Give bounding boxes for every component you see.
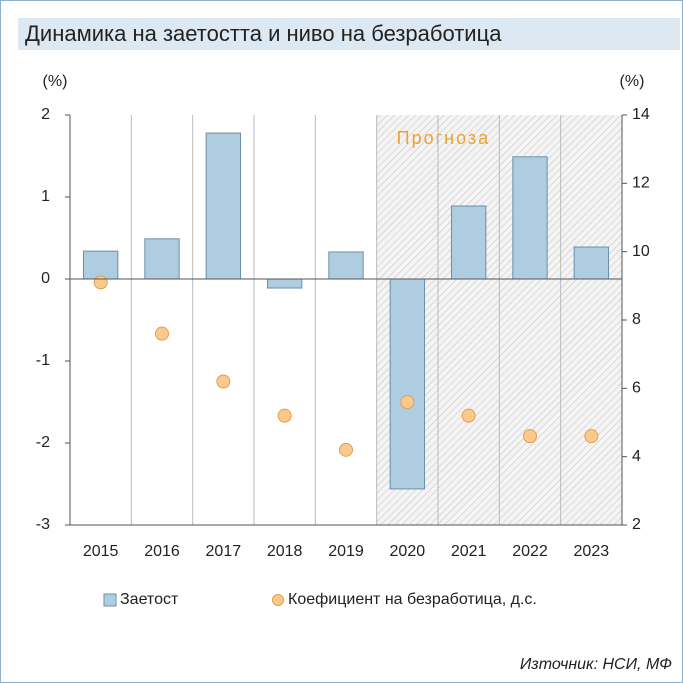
point — [216, 374, 231, 389]
point — [277, 408, 292, 423]
x-tick-label: 2019 — [328, 543, 364, 560]
bar — [82, 250, 119, 280]
y-tick-label: 1 — [41, 188, 50, 205]
bar — [266, 278, 303, 289]
bar — [512, 156, 548, 280]
point — [584, 429, 599, 444]
x-tick-label: 2016 — [144, 543, 180, 560]
bar — [389, 278, 426, 490]
point — [400, 395, 415, 409]
y2-tick-label: 8 — [632, 311, 641, 328]
y-tick-label: 0 — [41, 270, 50, 287]
bar — [450, 205, 487, 280]
y-axis-label: (%) — [43, 73, 68, 90]
y-tick-label: -1 — [36, 352, 50, 369]
y-tick-label: 2 — [41, 106, 50, 123]
x-tick-label: 2015 — [83, 543, 119, 560]
point — [523, 429, 537, 444]
y2-tick-label: 10 — [632, 243, 650, 260]
x-tick-label: 2021 — [451, 543, 487, 560]
point — [339, 442, 353, 457]
chart-title: Динамика на заетостта и ниво на безработ… — [25, 21, 502, 46]
y2-tick-label: 14 — [632, 106, 650, 123]
source: Източник: НСИ, МФ — [520, 656, 672, 673]
legend-label: Коефициент на безработица, д.с. — [288, 591, 537, 608]
point — [155, 326, 169, 341]
x-tick-label: 2022 — [512, 543, 548, 560]
bar — [573, 246, 610, 280]
bar — [205, 132, 242, 280]
annotation: Прогноза — [397, 128, 491, 148]
point — [461, 408, 476, 423]
title-band — [18, 18, 680, 50]
y-tick-label: -3 — [36, 516, 50, 533]
legend-swatch — [272, 594, 284, 606]
x-tick-label: 2020 — [390, 543, 426, 560]
bar — [144, 238, 180, 280]
y2-tick-label: 12 — [632, 175, 650, 192]
point — [93, 275, 108, 290]
x-tick-label: 2018 — [267, 543, 303, 560]
legend-swatch — [103, 593, 117, 607]
legend-label: Заетост — [120, 591, 179, 608]
y-tick-label: -2 — [36, 434, 50, 451]
y2-axis-label: (%) — [620, 73, 645, 90]
x-tick-label: 2017 — [206, 543, 242, 560]
y2-tick-label: 2 — [632, 516, 641, 533]
x-tick-label: 2023 — [574, 543, 610, 560]
bar — [328, 251, 364, 280]
y2-tick-label: 6 — [632, 380, 641, 397]
y2-tick-label: 4 — [632, 448, 641, 465]
